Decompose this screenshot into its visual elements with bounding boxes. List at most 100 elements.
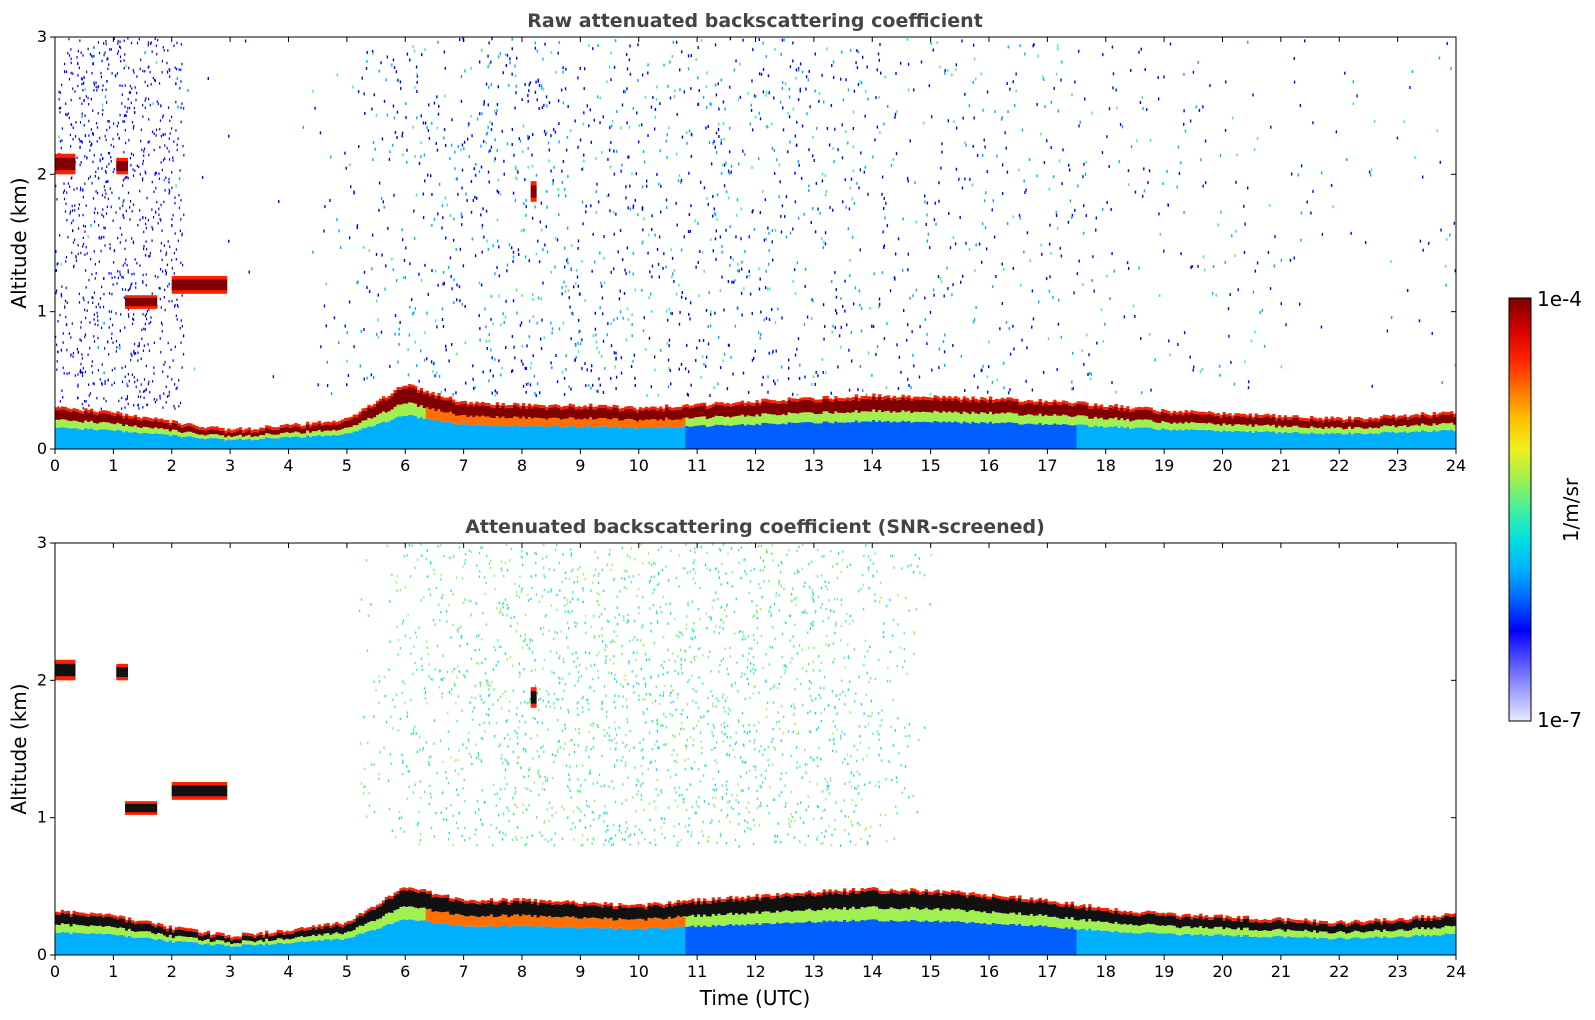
bl-core-mark (977, 402, 981, 415)
bl-core-mark (282, 427, 286, 433)
bl-mid-mark (311, 431, 316, 436)
bl-core-mark (711, 406, 716, 418)
noise-speckle (485, 325, 487, 329)
bl-core-mark (414, 388, 418, 404)
bl-base-mark (670, 427, 675, 449)
bl-core-mark (1330, 419, 1334, 427)
noise-speckle (496, 391, 498, 395)
noise-speckle (951, 293, 953, 297)
bl-edge-mark (449, 396, 453, 400)
noise-speckle (577, 76, 579, 80)
noise-speckle (95, 85, 97, 89)
noise-speckle (626, 67, 629, 71)
bl-edge-mark (437, 393, 441, 396)
bl-core-mark (901, 397, 905, 411)
noise-speckle (975, 77, 977, 81)
noise-speckle (753, 227, 756, 231)
noise-speckle (527, 146, 529, 150)
bl-core-mark (787, 400, 791, 413)
noise-speckle (993, 235, 996, 239)
bl-mid-mark (314, 431, 319, 436)
bl-mid-mark (863, 411, 867, 422)
noise-speckle (1183, 72, 1185, 76)
noise-speckle (641, 241, 643, 245)
bl-edge-mark (991, 400, 996, 403)
bl-edge-mark (1312, 417, 1317, 421)
bl-edge-mark (606, 406, 610, 410)
bl-mid-mark (1181, 423, 1185, 431)
bl-core-mark (653, 409, 657, 420)
noise-speckle (527, 134, 529, 138)
bl-mid-mark (843, 413, 847, 423)
bl-core-mark (860, 398, 864, 412)
bl-edge-mark (737, 401, 742, 405)
noise-speckle (336, 218, 338, 222)
noise-speckle (841, 123, 843, 127)
bl-core-mark (542, 408, 546, 419)
bl-mid-mark (446, 412, 450, 423)
bl-base-mark (1310, 432, 1314, 449)
noise-speckle (84, 335, 86, 339)
noise-speckle (489, 369, 492, 373)
noise-speckle (500, 373, 502, 377)
bl-mid-mark (341, 428, 345, 435)
noise-speckle (713, 207, 716, 211)
bl-edge-mark (469, 401, 473, 405)
noise-speckle (1142, 107, 1144, 111)
noise-speckle (444, 388, 446, 392)
noise-speckle (768, 351, 770, 355)
bl-mid-mark (767, 413, 771, 424)
bl-core-mark (1245, 417, 1250, 426)
noise-speckle (1046, 139, 1048, 143)
noise-speckle (116, 282, 118, 285)
noise-speckle (85, 95, 87, 98)
noise-speckle (794, 134, 797, 138)
bl-core-mark (1219, 417, 1223, 426)
bl-mid-mark (1184, 421, 1188, 430)
noise-speckle (649, 270, 651, 274)
noise-speckle (150, 320, 152, 324)
noise-speckle (436, 126, 438, 130)
bl-base-mark (644, 427, 648, 449)
bl-mid-mark (1447, 423, 1451, 431)
bl-edge-mark (329, 422, 333, 425)
noise-speckle (590, 369, 592, 373)
bl-base-mark (1155, 429, 1159, 449)
noise-speckle (725, 161, 727, 165)
noise-speckle (1134, 190, 1137, 194)
noise-speckle (697, 102, 700, 106)
noise-speckle (762, 190, 764, 194)
bl-edge-mark (551, 404, 555, 408)
noise-speckle (175, 257, 177, 261)
bl-mid-mark (428, 409, 432, 420)
noise-speckle (822, 246, 825, 250)
bl-core-mark (971, 399, 975, 412)
noise-speckle (667, 84, 669, 88)
noise-speckle (774, 321, 777, 325)
bl-base-mark (1362, 434, 1366, 449)
bl-mid-mark (676, 419, 681, 428)
noise-speckle (171, 186, 173, 190)
bl-edge-mark (1064, 401, 1069, 404)
noise-speckle (848, 207, 851, 211)
bl-edge-mark (1348, 416, 1352, 420)
bl-base-mark (180, 437, 184, 449)
bl-mid-mark (230, 436, 234, 441)
noise-speckle (1032, 317, 1035, 321)
bl-mid-mark (352, 425, 357, 432)
noise-speckle (585, 204, 587, 208)
noise-speckle (525, 382, 528, 386)
bl-edge-mark (702, 402, 707, 406)
bl-edge-mark (781, 399, 786, 403)
bl-base-mark (451, 423, 456, 449)
noise-speckle (422, 216, 425, 220)
bl-core-mark (241, 432, 246, 437)
noise-speckle (907, 62, 910, 66)
bl-edge-mark (530, 405, 535, 409)
bl-mid-mark (577, 418, 581, 427)
bl-mid-mark (895, 412, 899, 423)
noise-speckle (811, 316, 813, 320)
noise-speckle (849, 48, 852, 52)
noise-speckle (55, 269, 58, 272)
bl-edge-mark (72, 408, 76, 411)
